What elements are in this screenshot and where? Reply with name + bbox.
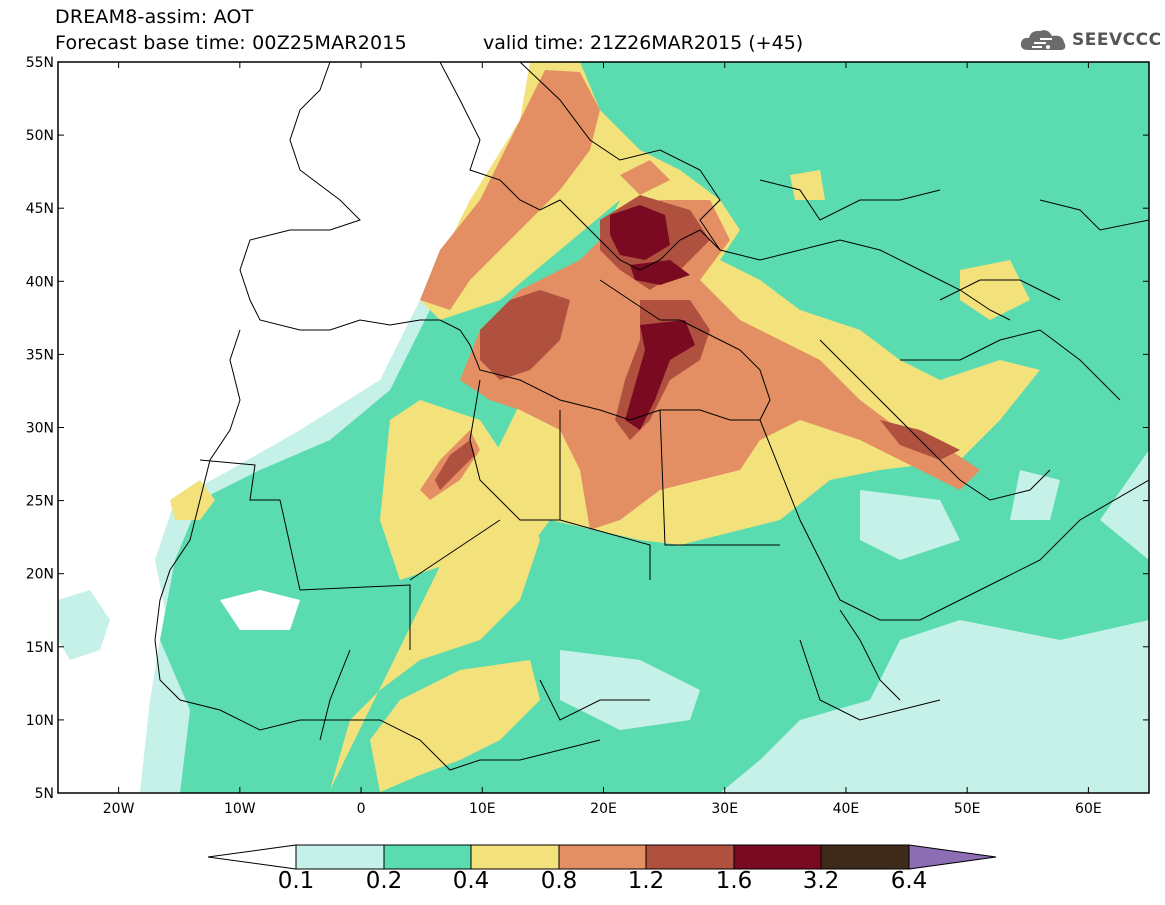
- forecast-base-time: Forecast base time: 00Z25MAR2015: [55, 32, 407, 54]
- lat-axis: 55N 50N 45N 40N 35N 30N 25N 20N 15N 10N 5N: [26, 55, 1149, 802]
- lat-tick-label: 40N: [26, 274, 54, 290]
- lon-tick-label: 30E: [711, 801, 738, 817]
- colorbar-right-arrow: [908, 844, 997, 870]
- colorbar-box-7: [820, 844, 910, 870]
- lat-tick-label: 55N: [26, 55, 54, 71]
- lon-tick-label: 0: [357, 801, 366, 817]
- colorbar-box-4: [558, 844, 647, 870]
- colorbar: [207, 844, 997, 870]
- valid-time: valid time: 21Z26MAR2015 (+45): [483, 32, 804, 54]
- lat-tick-label: 10N: [26, 713, 54, 729]
- lon-tick-label: 10W: [224, 801, 256, 817]
- lat-tick-label: 45N: [26, 201, 54, 217]
- colorbar-box-3: [470, 844, 560, 870]
- seevccc-logo: SEEVCCC: [1018, 26, 1162, 54]
- lon-tick-label: 60E: [1075, 801, 1102, 817]
- colorbar-label: 0.8: [540, 868, 578, 894]
- lon-tick-label: 20W: [103, 801, 135, 817]
- cloud-icon: [1020, 30, 1066, 50]
- lon-tick-label: 50E: [954, 801, 981, 817]
- lat-tick-label: 30N: [26, 421, 54, 437]
- colorbar-box-2: [383, 844, 472, 870]
- logo-text: SEEVCCC: [1072, 30, 1162, 50]
- lon-tick-label: 40E: [833, 801, 860, 817]
- lon-tick-label: 20E: [590, 801, 617, 817]
- aot-field: [58, 62, 1149, 793]
- lat-tick-label: 25N: [26, 494, 54, 510]
- aot-band-1-6: [610, 205, 670, 260]
- lat-tick-label: 35N: [26, 347, 54, 363]
- colorbar-label: 0.1: [277, 868, 315, 894]
- lat-tick-label: 20N: [26, 567, 54, 583]
- colorbar-box-1: [295, 844, 385, 870]
- colorbar-left-arrow: [207, 844, 297, 870]
- map-title: DREAM8-assim: AOT: [55, 6, 254, 28]
- aot-band-1-2: [480, 290, 570, 380]
- lat-tick-label: 50N: [26, 128, 54, 144]
- colorbar-label: 1.2: [627, 868, 665, 894]
- lat-tick-label: 15N: [26, 640, 54, 656]
- colorbar-label: 0.4: [452, 868, 490, 894]
- lon-tick-label: 10E: [469, 801, 496, 817]
- colorbar-label: 0.2: [365, 868, 403, 894]
- coastlines: [154, 62, 1149, 771]
- colorbar-label: 1.6: [715, 868, 753, 894]
- lon-axis: 20W 10W 0 10E 20E 30E 40E 50E 60E: [103, 62, 1102, 817]
- colorbar-box-5: [645, 844, 735, 870]
- colorbar-label: 3.2: [802, 868, 840, 894]
- colorbar-box-6: [733, 844, 822, 870]
- colorbar-label: 6.4: [890, 868, 928, 894]
- lat-tick-label: 5N: [35, 786, 54, 802]
- colorbar-labels: 0.1 0.2 0.4 0.8 1.2 1.6 3.2 6.4: [0, 868, 1165, 898]
